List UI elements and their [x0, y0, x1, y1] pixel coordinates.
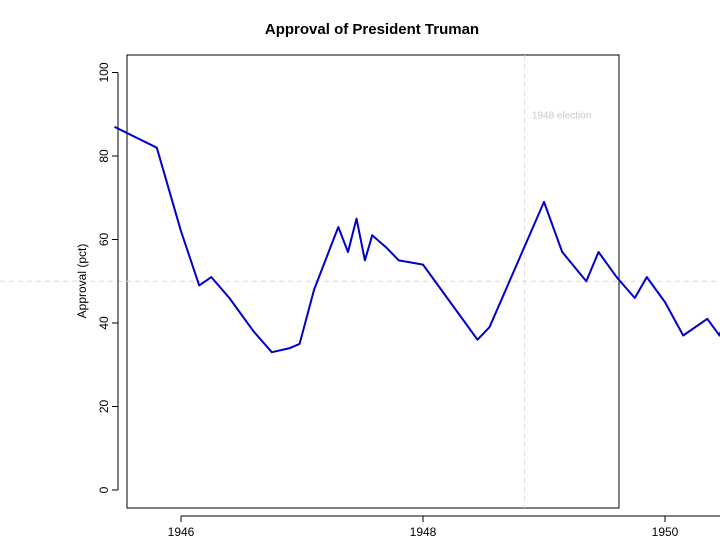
chart-title: Approval of President Truman	[265, 21, 479, 38]
series-layer	[114, 125, 720, 354]
x-tick-label: 1948	[410, 525, 437, 539]
y-tick-label: 40	[97, 316, 111, 330]
y-axis: 0 20 40 60 80 100	[97, 62, 119, 493]
annotation-text: 1948 election	[532, 110, 592, 121]
annotations: 1948 electionLowest Approval22%, Feb 9-1…	[532, 110, 592, 121]
x-axis: 1946194819501952	[168, 515, 720, 539]
y-axis-label: Approval (pct)	[75, 244, 89, 319]
approval-series-line	[114, 125, 720, 354]
y-tick-label: 60	[97, 233, 111, 247]
y-tick-label: 0	[97, 486, 111, 493]
y-tick-label: 100	[97, 62, 111, 82]
y-tick-label: 80	[97, 149, 111, 163]
x-tick-label: 1950	[652, 525, 679, 539]
y-tick-label: 20	[97, 400, 111, 414]
x-tick-label: 1946	[168, 525, 195, 539]
